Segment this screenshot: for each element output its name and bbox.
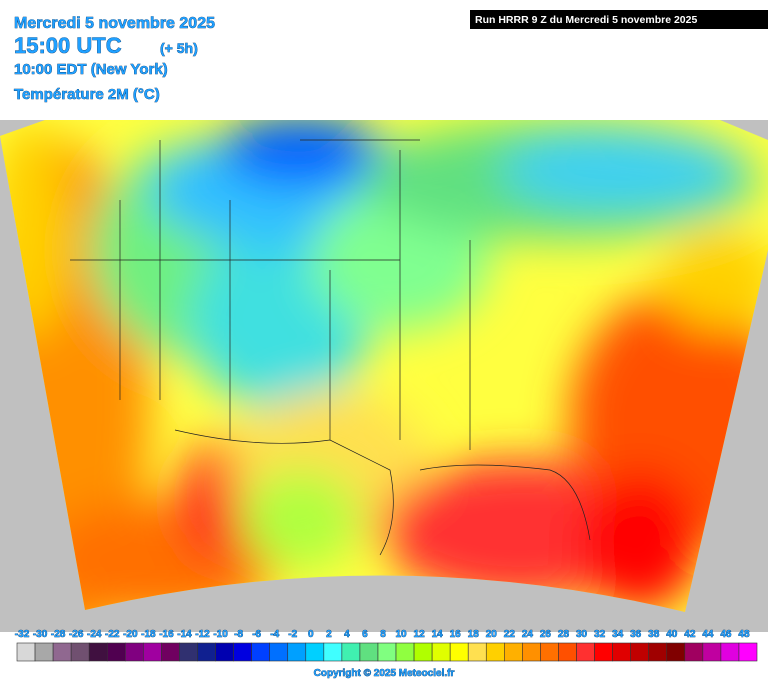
legend-label: -16 (159, 629, 174, 640)
run-label: Run HRRR 9 Z du Mercredi 5 novembre 2025 (475, 14, 697, 26)
legend-label: 32 (594, 629, 606, 640)
legend-label: 40 (666, 629, 678, 640)
legend-swatch (431, 642, 451, 662)
legend-label: 2 (326, 629, 332, 640)
legend-swatch (161, 642, 180, 662)
legend-label: 18 (468, 629, 480, 640)
legend-label: -14 (177, 629, 192, 640)
legend-swatch (413, 642, 433, 662)
legend-label: 44 (702, 629, 714, 640)
legend-label: -32 (15, 629, 30, 640)
legend-swatch (251, 642, 270, 662)
legend-label: -4 (270, 629, 279, 640)
legend-label: 20 (486, 629, 498, 640)
legend-label: 14 (432, 629, 444, 640)
copyright: Copyright © 2025 Meteociel.fr (314, 668, 455, 679)
run-box (470, 10, 768, 29)
legend-swatch (341, 642, 361, 662)
legend-label: 28 (558, 629, 570, 640)
legend-label: 6 (362, 629, 368, 640)
legend-swatch (16, 642, 36, 662)
legend-swatch (540, 642, 559, 662)
legend-swatch (124, 642, 144, 662)
legend-label: -26 (69, 629, 84, 640)
legend-swatch (233, 642, 252, 662)
legend-swatch (558, 642, 577, 662)
legend-swatch (522, 642, 541, 662)
legend-swatch (143, 642, 162, 662)
legend-swatch (179, 642, 198, 662)
legend-swatch (323, 642, 343, 662)
map-field: Température 2M (°C) (14, 86, 160, 103)
legend-label: 22 (504, 629, 516, 640)
map-date: Mercredi 5 novembre 2025 (14, 15, 215, 32)
legend-label: 38 (648, 629, 660, 640)
legend-swatch (215, 642, 234, 662)
legend-swatch (377, 642, 397, 662)
legend-swatch (395, 642, 415, 662)
legend-label: -2 (288, 629, 297, 640)
map-local-time: 10:00 EDT (New York) (14, 61, 168, 78)
legend-swatch (269, 642, 289, 662)
legend-swatch (449, 642, 469, 662)
legend-swatch (485, 642, 505, 662)
legend-swatch (720, 642, 740, 662)
legend-swatch (34, 642, 54, 662)
legend-swatch (88, 642, 108, 662)
legend-label: 26 (540, 629, 552, 640)
legend-label: -6 (252, 629, 261, 640)
legend-label: -24 (87, 629, 102, 640)
legend-label: -12 (195, 629, 210, 640)
legend-swatch (52, 642, 72, 662)
legend-label: 34 (612, 629, 624, 640)
map-offset: (+ 5h) (160, 40, 198, 56)
legend-swatch (504, 642, 523, 662)
legend-label: -8 (234, 629, 243, 640)
legend-label: 0 (308, 629, 314, 640)
legend-swatch (612, 642, 631, 662)
legend-swatch (648, 642, 668, 662)
legend-swatch (630, 642, 650, 662)
legend-label: 4 (344, 629, 350, 640)
legend-swatch (666, 642, 686, 662)
legend-swatch (106, 642, 126, 662)
legend-label: -18 (141, 629, 156, 640)
legend-label: 8 (380, 629, 386, 640)
legend-swatch (684, 642, 704, 662)
legend-label: 16 (450, 629, 462, 640)
legend-label: -20 (123, 629, 138, 640)
legend-label: -10 (213, 629, 228, 640)
legend-swatch (738, 642, 758, 662)
legend-label: 36 (630, 629, 642, 640)
legend-label: 24 (522, 629, 534, 640)
temperature-map (0, 120, 768, 612)
legend-label: 30 (576, 629, 588, 640)
legend-label: 46 (720, 629, 732, 640)
legend-swatch (287, 642, 307, 662)
legend-swatch (197, 642, 216, 662)
legend-swatch (702, 642, 722, 662)
legend-label: 12 (414, 629, 426, 640)
legend-label: 48 (738, 629, 750, 640)
legend-swatch (70, 642, 90, 662)
legend-label: -30 (33, 629, 48, 640)
legend-swatch (305, 642, 325, 662)
legend-swatch (467, 642, 487, 662)
legend-swatch (576, 642, 595, 662)
legend-label: -22 (105, 629, 120, 640)
legend: -32 -30 -28 -26 -24 -22 -20 -18 -16 -14 -12 -10 -8 -6… (14, 629, 758, 662)
legend-swatch (359, 642, 379, 662)
legend-label: 42 (684, 629, 696, 640)
legend-label: 10 (395, 629, 407, 640)
map-time: 15:00 UTC (14, 33, 122, 58)
legend-label: -28 (51, 629, 66, 640)
legend-swatch (594, 642, 613, 662)
